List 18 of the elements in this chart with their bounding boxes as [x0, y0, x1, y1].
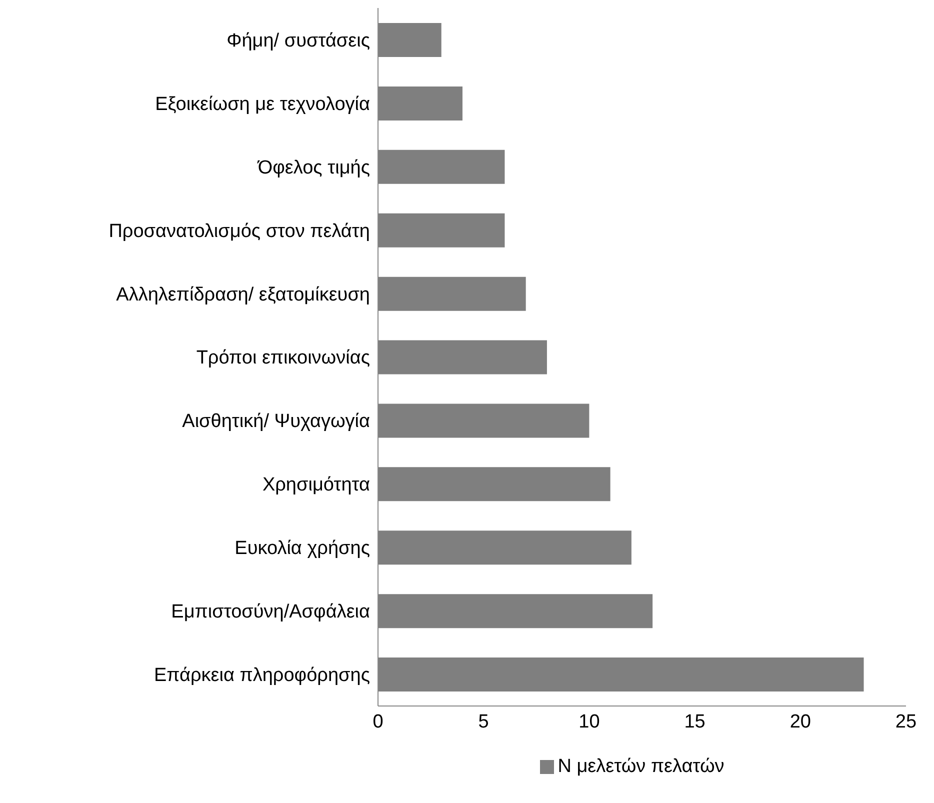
y-tick-label: Εμπιστοσύνη/Ασφάλεια	[171, 602, 370, 623]
x-tick-label: 10	[578, 711, 600, 732]
y-tick-label: Όφελος τιμής	[256, 157, 370, 178]
y-tick-label: Επάρκεια πληροφόρησης	[154, 665, 370, 686]
y-tick-label: Χρησιμότητα	[262, 474, 370, 496]
y-tick-label: Τρόποι επικοινωνίας	[196, 348, 370, 369]
y-tick-label: Προσανατολισμός στον πελάτη	[108, 220, 370, 242]
x-tick-label: 0	[372, 711, 384, 732]
legend-label: Ν μελετών πελατών	[558, 756, 724, 777]
y-tick-label: Ευκολία χρήσης	[234, 538, 370, 560]
x-tick-label: 5	[478, 711, 489, 732]
x-tick-label: 15	[684, 711, 706, 732]
x-tick-label: 20	[790, 711, 811, 732]
x-tick-label: 25	[895, 711, 917, 732]
y-tick-label: Αισθητική/ Ψυχαγωγία	[182, 411, 370, 432]
y-tick-label: Εξοικείωση με τεχνολογία	[155, 94, 370, 115]
y-tick-label: Αλληλεπίδραση/ εξατομίκευση	[116, 284, 370, 306]
y-tick-label: Φήμη/ συστάσεις	[226, 30, 370, 52]
